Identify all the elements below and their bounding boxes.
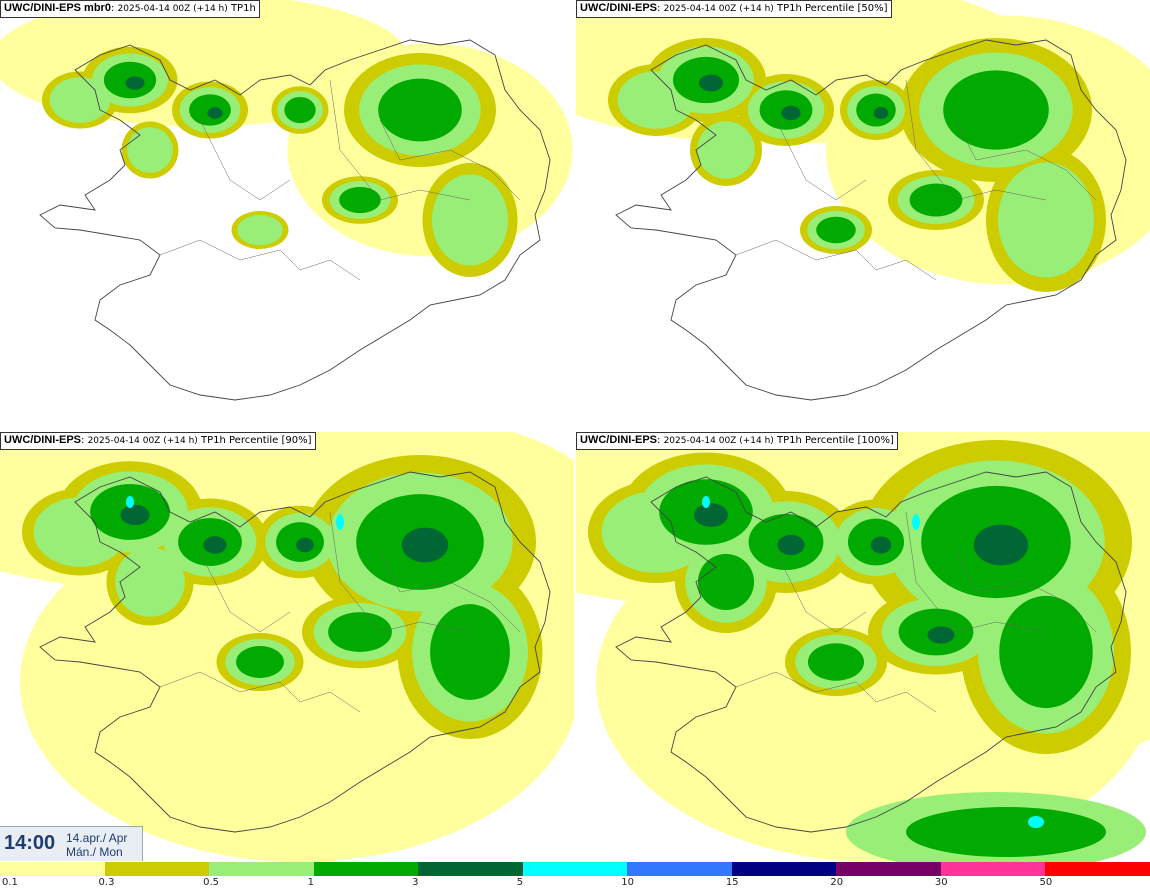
panel-title: UWC/DINI-EPS mbr0: 2025-04-14 00Z (+14 h… bbox=[0, 0, 260, 18]
legend-swatch bbox=[522, 862, 628, 876]
legend-label: 1 bbox=[307, 877, 314, 888]
legend-swatch bbox=[418, 862, 523, 876]
precipitation-map bbox=[576, 432, 1150, 862]
legend-label: 3 bbox=[412, 877, 419, 888]
valid-date-line1: 14.apr./ Apr bbox=[66, 831, 128, 845]
map-panel-p90: UWC/DINI-EPS: 2025-04-14 00Z (+14 h) TP1… bbox=[0, 432, 574, 862]
legend-label: 5 bbox=[516, 877, 524, 888]
legend-label: 15 bbox=[725, 877, 739, 888]
valid-time: 14:00 bbox=[4, 832, 56, 854]
run-info: 2025-04-14 00Z (+14 h) bbox=[117, 4, 228, 14]
legend-swatch bbox=[0, 862, 105, 876]
map-panel-p100: UWC/DINI-EPS: 2025-04-14 00Z (+14 h) TP1… bbox=[576, 432, 1150, 862]
field-name: TP1h bbox=[230, 3, 256, 14]
valid-date: 14.apr./ Apr Mán./ Mon bbox=[66, 831, 127, 859]
run-info: 2025-04-14 00Z (+14 h) bbox=[663, 4, 774, 14]
legend-swatch bbox=[836, 862, 941, 876]
legend-swatch bbox=[940, 862, 1046, 876]
model-name: UWC/DINI-EPS bbox=[4, 434, 81, 446]
legend-labels: 0.1 0.3 0.5 1 3 5 10 15 20 30 50 bbox=[0, 877, 1150, 891]
map-panel-p50: UWC/DINI-EPS: 2025-04-14 00Z (+14 h) TP1… bbox=[576, 0, 1150, 430]
model-name: UWC/DINI-EPS bbox=[580, 434, 657, 446]
legend-label: 0.1 bbox=[2, 877, 18, 888]
valid-date-line2: Mán./ Mon bbox=[66, 845, 123, 859]
field-name: TP1h Percentile [50%] bbox=[776, 3, 888, 14]
color-legend: 0.1 0.3 0.5 1 3 5 10 15 20 30 50 bbox=[0, 862, 1150, 891]
precipitation-map bbox=[576, 0, 1150, 401]
legend-swatch bbox=[104, 862, 210, 876]
valid-time-box: 14:00 14.apr./ Apr Mán./ Mon bbox=[0, 826, 143, 861]
legend-label: 20 bbox=[830, 877, 844, 888]
panel-title: UWC/DINI-EPS: 2025-04-14 00Z (+14 h) TP1… bbox=[576, 432, 898, 450]
precipitation-map bbox=[0, 432, 574, 862]
panel-title: UWC/DINI-EPS: 2025-04-14 00Z (+14 h) TP1… bbox=[576, 0, 892, 18]
model-name: UWC/DINI-EPS mbr0 bbox=[4, 2, 111, 14]
panel-title: UWC/DINI-EPS: 2025-04-14 00Z (+14 h) TP1… bbox=[0, 432, 316, 450]
legend-swatch bbox=[209, 862, 314, 876]
model-name: UWC/DINI-EPS bbox=[580, 2, 657, 14]
run-info: 2025-04-14 00Z (+14 h) bbox=[87, 436, 198, 446]
precipitation-map bbox=[0, 0, 573, 401]
field-name: TP1h Percentile [100%] bbox=[776, 435, 894, 446]
legend-swatch bbox=[313, 862, 419, 876]
legend-label: 10 bbox=[621, 877, 634, 888]
legend-label: 30 bbox=[934, 877, 948, 888]
legend-swatch bbox=[731, 862, 837, 876]
legend-label: 0.3 bbox=[98, 877, 115, 888]
legend-label: 0.5 bbox=[203, 877, 219, 888]
field-name: TP1h Percentile [90%] bbox=[200, 435, 312, 446]
legend-label: 50 bbox=[1039, 877, 1053, 888]
legend-swatch bbox=[627, 862, 732, 876]
map-panel-mbr0: UWC/DINI-EPS mbr0: 2025-04-14 00Z (+14 h… bbox=[0, 0, 574, 430]
legend-color-bar bbox=[0, 862, 1150, 876]
legend-swatch bbox=[1045, 862, 1150, 876]
run-info: 2025-04-14 00Z (+14 h) bbox=[663, 436, 774, 446]
